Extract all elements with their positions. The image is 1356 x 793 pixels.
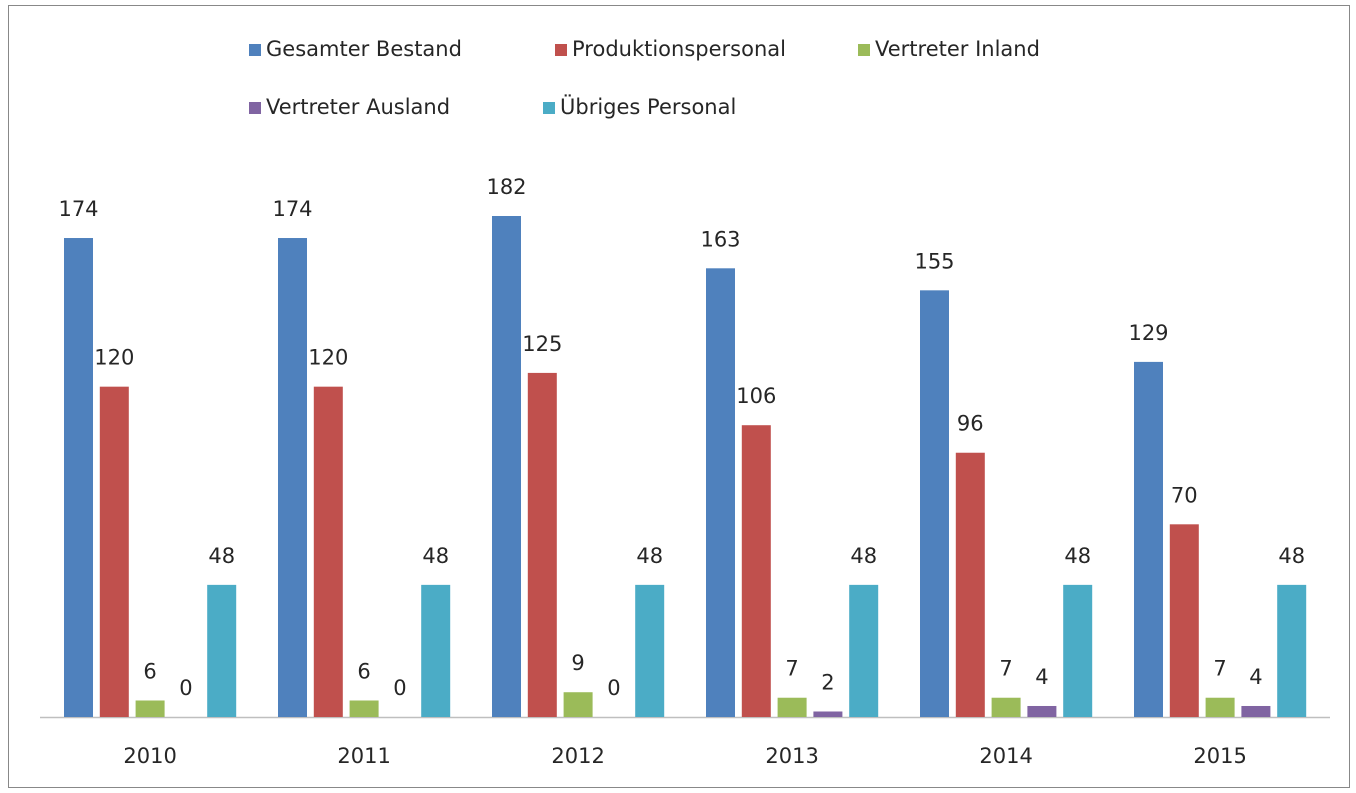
bar [1063,584,1093,717]
legend-label: Gesamter Bestand [266,37,462,61]
bar [1169,524,1199,717]
data-label: 48 [1278,544,1305,568]
legend-label: Vertreter Inland [875,37,1040,61]
data-label: 0 [607,676,620,700]
bar [349,700,379,717]
bar [920,290,949,717]
legend-swatch [249,44,261,56]
bar [635,584,665,717]
bar [207,584,237,717]
data-label: 155 [914,249,954,273]
x-tick-label: 2014 [979,744,1032,768]
bar [492,216,521,717]
data-label: 106 [736,384,776,408]
bar [849,584,879,717]
legend-swatch [858,44,870,56]
data-label: 48 [422,544,449,568]
bar [421,584,451,717]
data-label: 6 [143,659,156,683]
x-tick-label: 2010 [123,744,176,768]
bar [1205,697,1235,717]
data-label: 163 [700,227,740,251]
data-label: 174 [272,197,312,221]
bar [99,386,129,717]
legend-swatch [543,102,555,114]
bar [527,372,557,717]
data-label: 4 [1035,665,1048,689]
legend-swatch [555,44,567,56]
bar [563,692,593,717]
data-label: 6 [357,659,370,683]
data-label: 0 [179,676,192,700]
data-label: 96 [957,412,984,436]
legend-swatch [249,102,261,114]
x-tick-label: 2015 [1193,744,1246,768]
data-label: 70 [1171,483,1198,507]
x-tick-label: 2012 [551,744,604,768]
data-label: 2 [821,670,834,694]
data-label: 7 [1213,657,1226,681]
legend-label: Übriges Personal [560,94,736,119]
data-label: 48 [636,544,663,568]
data-label: 4 [1249,665,1262,689]
bar [991,697,1021,717]
data-label: 0 [393,676,406,700]
bar [1134,361,1163,717]
x-tick-label: 2011 [337,744,390,768]
bar [135,700,165,717]
legend-label: Produktionspersonal [572,37,786,61]
data-label: 48 [208,544,235,568]
bar [741,425,771,717]
bar [1241,705,1271,717]
data-label: 120 [308,346,348,370]
data-label: 182 [486,175,526,199]
data-label: 174 [58,197,98,221]
data-label: 48 [850,544,877,568]
bar [813,711,843,717]
data-label: 48 [1064,544,1091,568]
data-label: 7 [999,657,1012,681]
data-label: 120 [94,346,134,370]
bar [1027,705,1057,717]
legend-label: Vertreter Ausland [266,95,450,119]
bar [1277,584,1307,717]
bar [313,386,343,717]
bar [706,268,735,717]
bar [955,452,985,717]
data-label: 129 [1128,321,1168,345]
data-label: 7 [785,657,798,681]
bar [278,238,307,717]
x-tick-label: 2013 [765,744,818,768]
bar [777,697,807,717]
bar [64,238,93,717]
data-label: 9 [571,651,584,675]
data-label: 125 [522,332,562,356]
